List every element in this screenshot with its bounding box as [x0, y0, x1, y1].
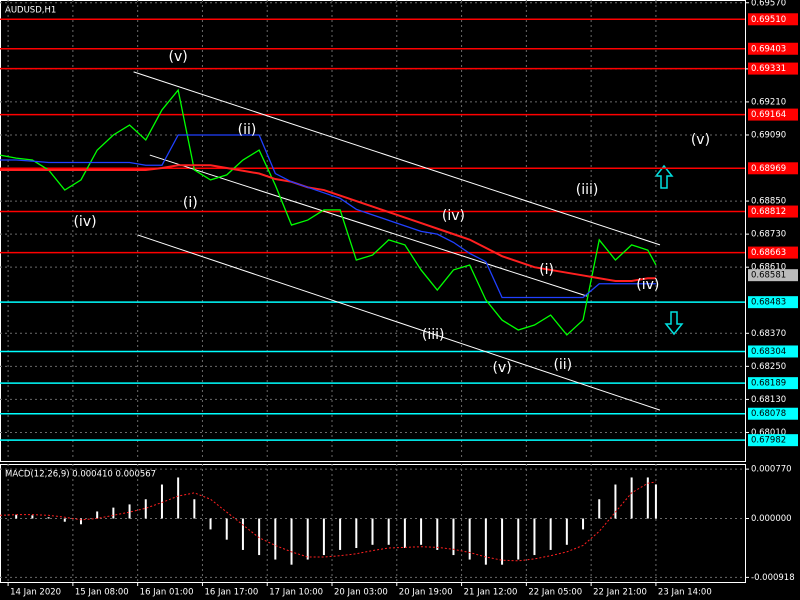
x-tick-label: 15 Jan 08:00 — [75, 588, 129, 598]
level-label: 0.69164 — [751, 110, 786, 120]
x-tick-label: 23 Jan 14:00 — [658, 588, 712, 598]
level-tag — [748, 62, 798, 75]
x-tick-label: 21 Jan 12:00 — [464, 588, 518, 598]
x-tick-label: 20 Jan 19:00 — [399, 588, 453, 598]
trendline — [149, 154, 588, 297]
wave-label: (v) — [169, 49, 188, 65]
y-tick-label: -0.000918 — [751, 573, 795, 583]
level-tag — [748, 434, 798, 447]
wave-label: (iv) — [73, 214, 96, 230]
wave-label: (i) — [539, 262, 554, 278]
level-tag — [748, 246, 798, 259]
level-label: 0.68483 — [751, 298, 786, 308]
macd-title: MACD(12,26,9) 0.000410 0.000567 — [5, 470, 156, 480]
x-tick-label: 16 Jan 01:00 — [140, 588, 194, 598]
level-tag — [748, 108, 798, 121]
level-label: 0.69331 — [751, 64, 786, 74]
level-tag — [748, 345, 798, 358]
level-label: 0.68078 — [751, 409, 786, 419]
wave-label: (i) — [183, 195, 198, 211]
wave-label: (iv) — [636, 277, 659, 293]
wave-label: (iii) — [422, 327, 445, 343]
y-tick-label: 0.68010 — [751, 428, 786, 438]
y-tick-label: 0.000770 — [751, 465, 792, 475]
level-label: 0.69510 — [751, 15, 786, 25]
macd-frame — [0, 464, 746, 583]
y-tick-label: 0.69570 — [751, 0, 786, 8]
level-tag — [748, 205, 798, 218]
up-arrow — [654, 164, 674, 189]
y-tick-label: 0.68250 — [751, 362, 786, 372]
price-line — [0, 134, 656, 299]
y-tick-label: 0.68370 — [751, 329, 786, 339]
trendline — [137, 234, 661, 411]
level-tag — [748, 377, 798, 390]
level-label: 0.68663 — [751, 248, 786, 258]
wave-label: (ii) — [553, 357, 572, 373]
last-price-tag — [748, 269, 798, 282]
x-tick-label: 17 Jan 10:00 — [269, 588, 323, 598]
level-tag — [748, 296, 798, 309]
last-price-label: 0.68581 — [751, 271, 786, 281]
x-tick-label: 14 Jan 2020 — [10, 588, 61, 598]
y-tick-label: 0.68730 — [751, 230, 786, 240]
wave-label: (v) — [691, 132, 710, 148]
level-tag — [748, 13, 798, 26]
x-tick-label: 16 Jan 17:00 — [204, 588, 258, 598]
y-tick-label: 0.68130 — [751, 395, 786, 405]
x-tick-label: 22 Jan 05:00 — [528, 588, 582, 598]
level-tag — [748, 42, 798, 55]
y-tick-label: 0.68610 — [751, 263, 786, 273]
price-line — [0, 88, 657, 336]
y-tick-label: 0.69210 — [751, 97, 786, 107]
level-label: 0.68189 — [751, 379, 786, 389]
y-tick-label: 0.68850 — [751, 197, 786, 207]
level-tag — [748, 162, 798, 175]
x-tick-label: 22 Jan 21:00 — [593, 588, 647, 598]
down-arrow — [664, 311, 684, 336]
y-tick-label: 0.000000 — [751, 514, 792, 524]
wave-label: (v) — [492, 360, 511, 376]
level-label: 0.67982 — [751, 436, 786, 446]
level-tag — [748, 407, 798, 420]
x-tick-label: 20 Jan 03:00 — [334, 588, 388, 598]
wave-label: (iv) — [442, 208, 465, 224]
y-tick-label: 0.69090 — [751, 130, 786, 140]
level-label: 0.68304 — [751, 347, 786, 357]
main-frame — [0, 0, 746, 462]
level-label: 0.68812 — [751, 207, 786, 217]
level-label: 0.69403 — [751, 44, 786, 54]
price-line — [0, 164, 656, 282]
wave-label: (iii) — [576, 182, 599, 198]
level-label: 0.68969 — [751, 164, 786, 174]
wave-label: (ii) — [238, 122, 257, 138]
chart-title: AUDUSD,H1 — [5, 6, 56, 16]
trendline — [133, 71, 661, 246]
